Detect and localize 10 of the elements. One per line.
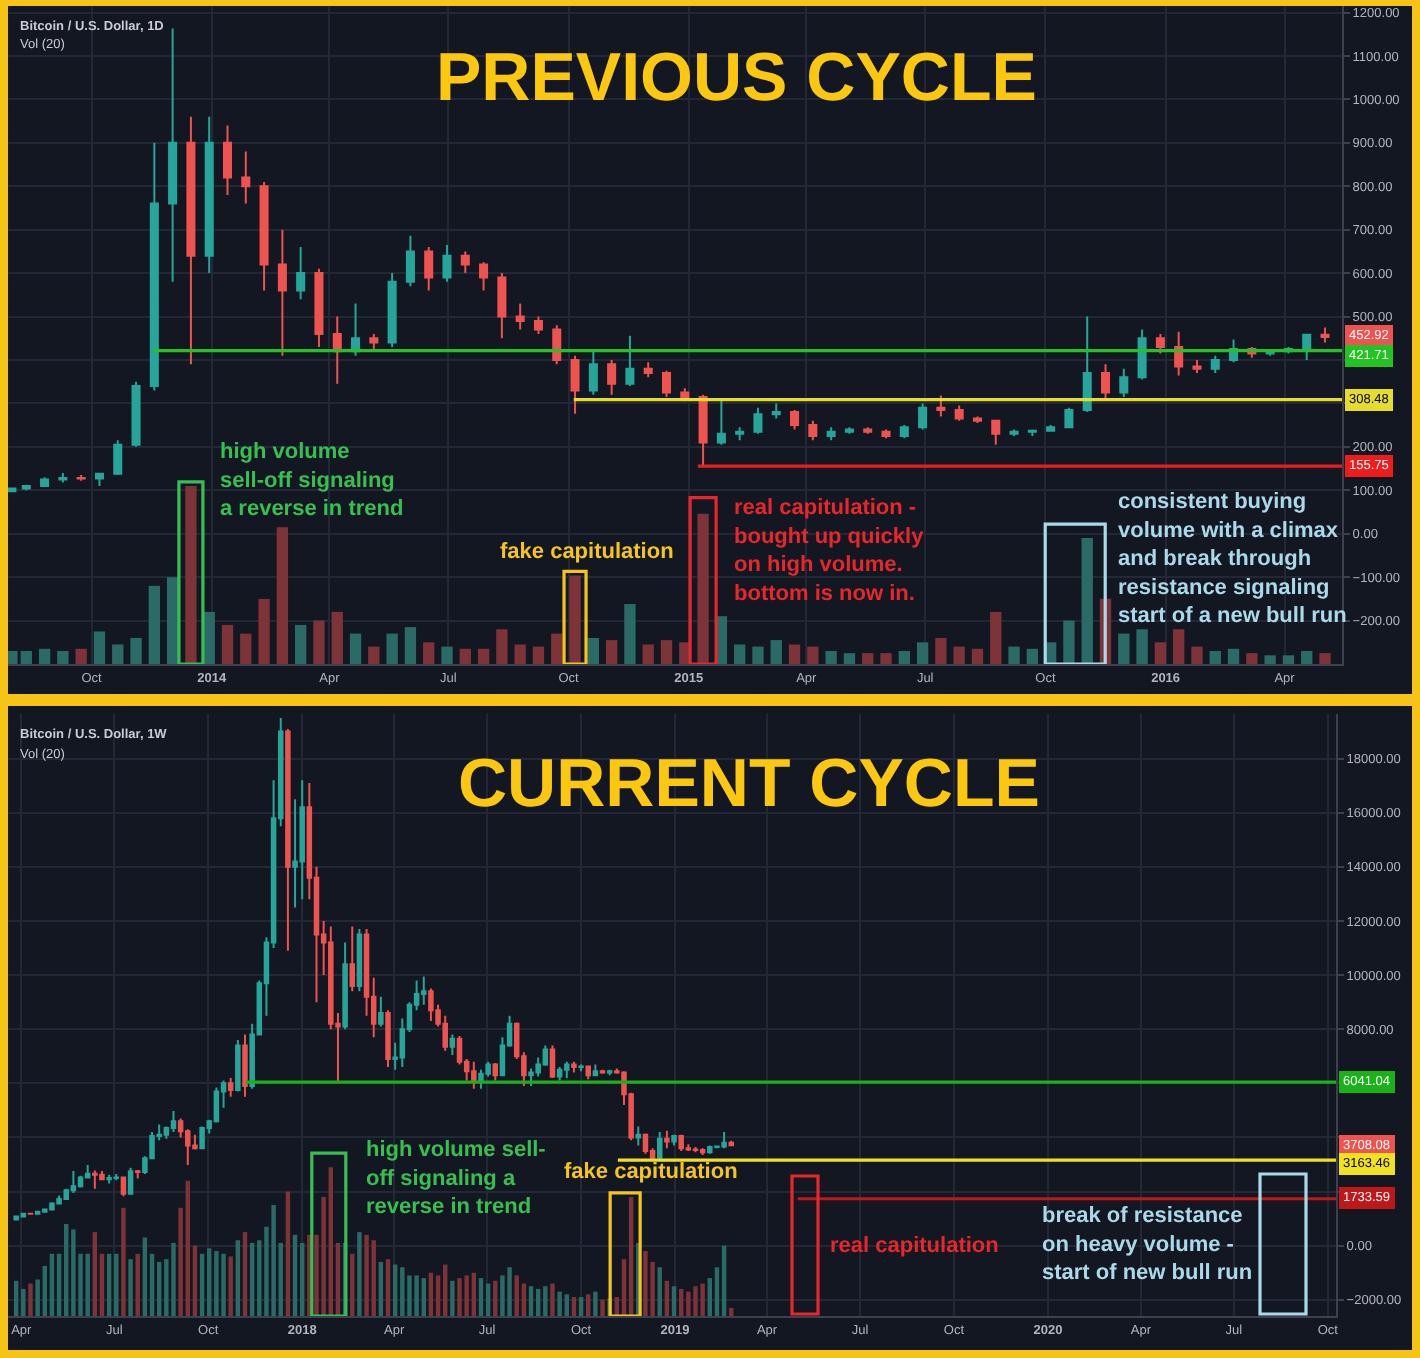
annotation: fake capitulation (564, 1160, 739, 1184)
annotation: consistent buying volume with a climax and break through resistance signaling start of a new bull run (1118, 490, 1348, 629)
annotation: fake capitulation (500, 540, 675, 564)
annotation: real capitulation - bought up quickly on high volume. bottom is now in. (734, 496, 926, 606)
annotation: break of resistance on heavy volume - start of new bull run (1042, 1204, 1253, 1286)
text: CURRENT CYCLE (458, 746, 1040, 822)
annotation: real capitulation (830, 1234, 1000, 1258)
text: PREVIOUS CYCLE (436, 40, 1037, 116)
annotation: high volume sell- off signaling a reverse in trend (366, 1138, 547, 1220)
annotation: high volume sell-off signaling a reverse in trend (220, 440, 404, 522)
